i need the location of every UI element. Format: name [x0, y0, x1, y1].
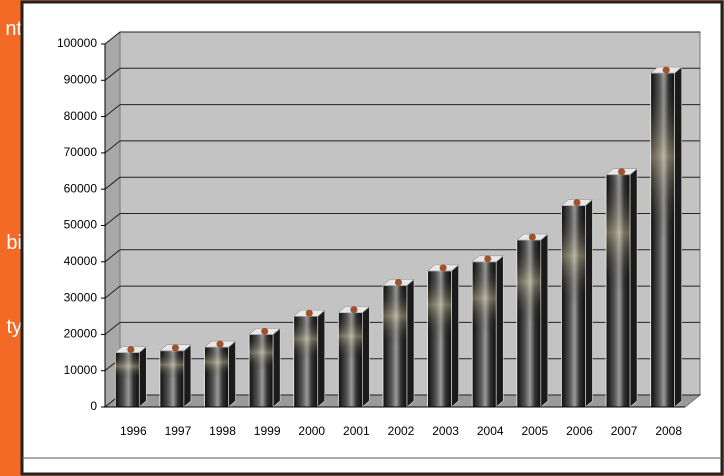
bar-cap [261, 328, 268, 335]
bar-side [273, 328, 280, 407]
bar-highlight [383, 285, 407, 407]
x-tick-label: 2001 [343, 424, 370, 438]
bar-highlight [115, 353, 139, 407]
bar-highlight [472, 262, 496, 407]
bar-side [585, 200, 592, 407]
y-tick-label: 100000 [57, 36, 97, 50]
bar-highlight [249, 334, 273, 407]
x-tick-label: 1999 [254, 424, 281, 438]
y-tick-label: 80000 [64, 109, 98, 123]
bar-highlight [561, 206, 585, 407]
bar-cap [172, 344, 179, 351]
x-tick-label: 2005 [521, 424, 548, 438]
bar-side [496, 256, 503, 407]
bar-cap [350, 306, 357, 313]
bar-side [541, 234, 548, 407]
screenshot: nt bi ty 010000200003000040000500006 [0, 0, 724, 476]
bar-cap [573, 199, 580, 206]
y-tick-label: 40000 [64, 254, 98, 268]
bar-cap [663, 67, 670, 74]
x-tick-label: 1998 [209, 424, 236, 438]
bar-cap [529, 234, 536, 241]
bar-cap [618, 168, 625, 175]
bar-cap [484, 255, 491, 262]
x-tick-label: 2007 [611, 424, 638, 438]
y-tick-label: 10000 [64, 363, 98, 377]
bar-cap [395, 279, 402, 286]
bar-highlight [205, 347, 229, 407]
bar-highlight [160, 351, 184, 407]
y-tick-label: 70000 [64, 145, 98, 159]
bar-highlight [428, 271, 452, 407]
bar-side [139, 347, 146, 407]
bar-side [452, 265, 459, 407]
bar-cap [440, 264, 447, 271]
bar-highlight [338, 313, 362, 407]
bar-side [184, 345, 191, 407]
x-tick-label: 2003 [432, 424, 459, 438]
bar-side [362, 307, 369, 407]
x-tick-label: 2008 [655, 424, 682, 438]
x-tick-label: 1996 [120, 424, 147, 438]
bar-highlight [651, 73, 675, 407]
bar-side [318, 310, 325, 407]
bar-highlight [294, 316, 318, 407]
x-tick-label: 2002 [388, 424, 415, 438]
bar-side [675, 67, 682, 407]
x-tick-label: 2004 [477, 424, 504, 438]
bar-side [407, 279, 414, 407]
bar-cap [306, 310, 313, 317]
bar-cap [217, 341, 224, 348]
bar-highlight [606, 175, 630, 407]
bar-side [229, 341, 236, 407]
y-tick-label: 90000 [64, 72, 98, 86]
chart: 0 10000 20000 30000 40000 50000 60000 70000 8000… [0, 0, 724, 476]
x-tick-label: 2000 [298, 424, 325, 438]
y-tick-label: 0 [90, 399, 97, 413]
bar-side [630, 169, 637, 407]
x-tick-label: 2006 [566, 424, 593, 438]
y-tick-label: 60000 [64, 181, 98, 195]
y-tick-label: 50000 [64, 218, 98, 232]
x-tick-label: 1997 [165, 424, 192, 438]
y-tick-label: 30000 [64, 290, 98, 304]
y-tick-label: 20000 [64, 327, 98, 341]
bar-highlight [517, 240, 541, 407]
bar-cap [127, 346, 134, 353]
